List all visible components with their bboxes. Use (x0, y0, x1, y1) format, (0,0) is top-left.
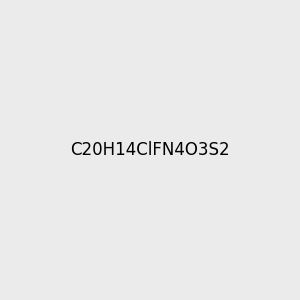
Text: C20H14ClFN4O3S2: C20H14ClFN4O3S2 (70, 141, 230, 159)
